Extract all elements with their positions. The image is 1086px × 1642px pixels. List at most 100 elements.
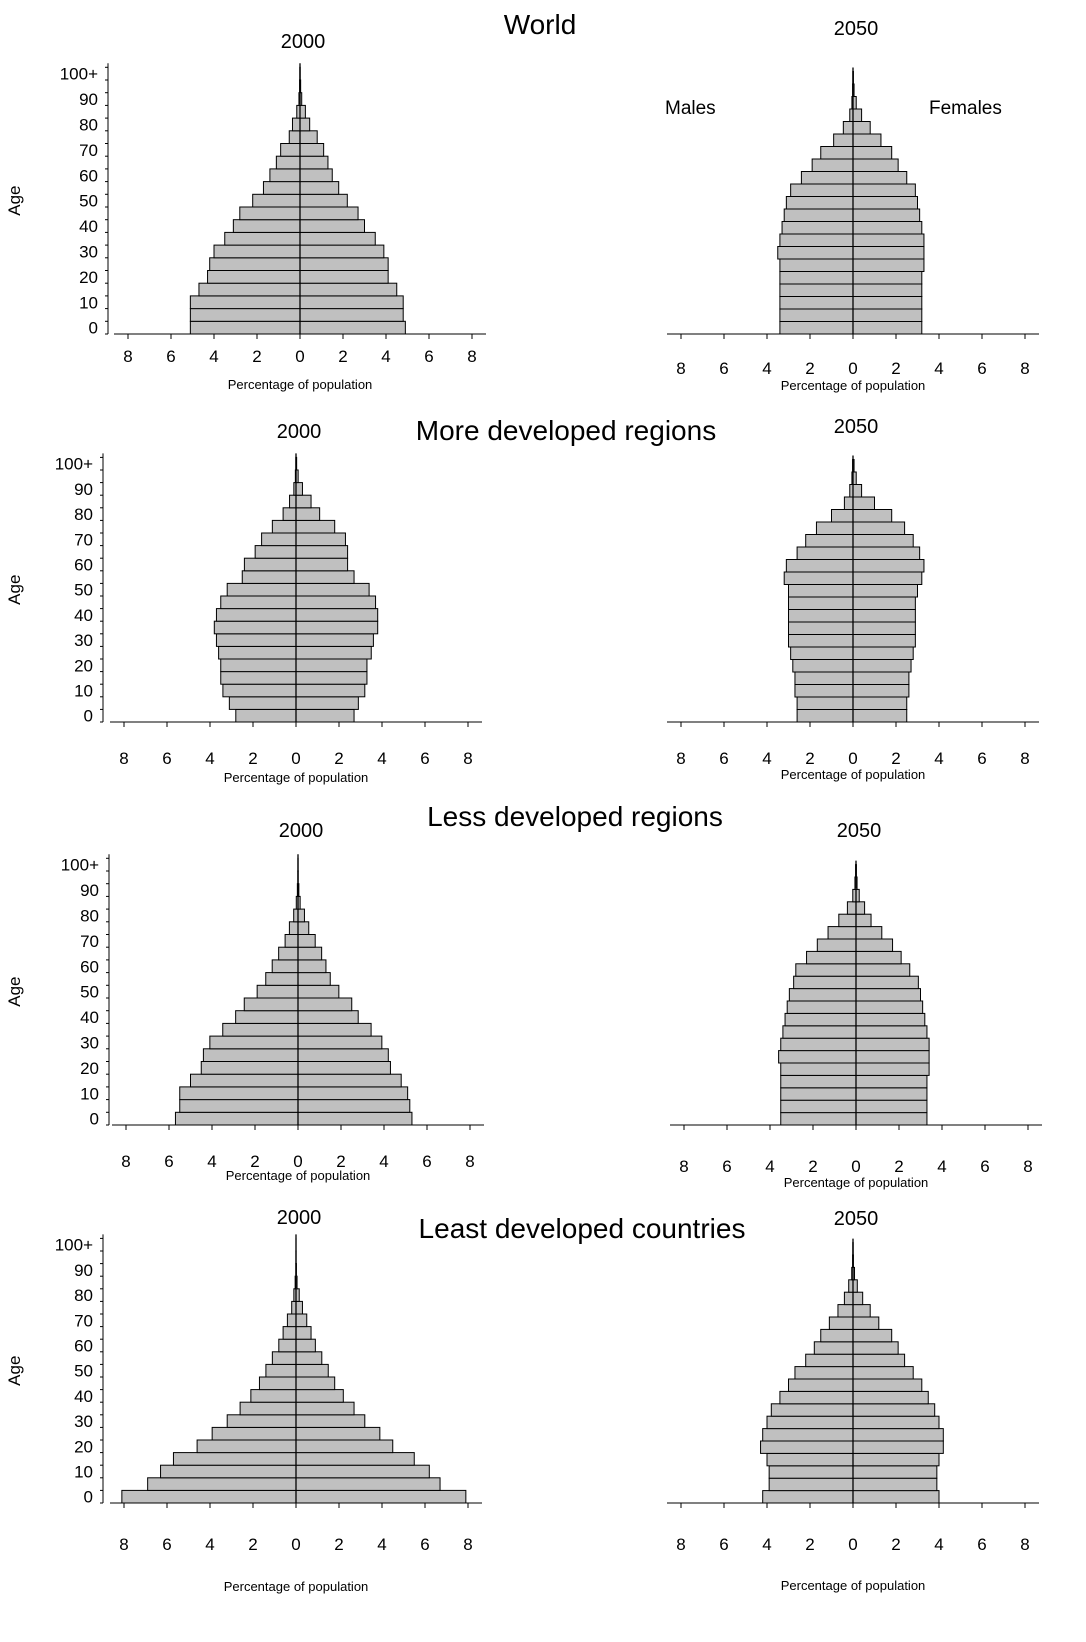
bar-left-age-0-4: [762, 1490, 854, 1504]
bar-left-age-10-14: [179, 1086, 299, 1101]
x-tick-label: 4: [209, 347, 218, 366]
bar-right-age-50-54: [855, 988, 921, 1002]
bar-left-age-35-39: [222, 1022, 299, 1037]
bar-right-age-25-29: [295, 1426, 381, 1441]
bar-left-age-55-59: [265, 972, 299, 986]
bar-right-age-35-39: [297, 1022, 372, 1037]
bar-right-age-5-9: [855, 1099, 928, 1114]
bar-right-age-25-29: [855, 1050, 930, 1064]
x-tick-label: 6: [166, 347, 175, 366]
bars-group: [174, 857, 413, 1126]
bar-left-age-20-24: [207, 270, 301, 284]
bar-right-age-45-49: [852, 1378, 923, 1392]
bar-left-age-75-79: [815, 521, 854, 535]
bar-left-age-5-9: [228, 696, 297, 710]
x-tick-label: 2: [252, 347, 261, 366]
bar-left-age-40-44: [232, 219, 301, 233]
x-tick-label: 4: [934, 1535, 943, 1554]
bars-group: [783, 459, 925, 723]
bar-right-age-25-29: [852, 258, 925, 272]
bar-left-age-15-19: [794, 671, 854, 685]
bar-left-age-50-54: [785, 196, 854, 210]
bar-left-age-0-4: [121, 1489, 297, 1504]
bar-right-age-40-44: [295, 608, 379, 622]
bar-right-age-55-59: [299, 181, 340, 195]
bar-right-age-80-84: [855, 913, 872, 928]
bar-left-age-70-74: [261, 532, 297, 547]
bars-group: [213, 456, 379, 723]
y-tick-label: 20: [79, 268, 98, 287]
bar-right-age-5-9: [852, 1477, 938, 1492]
bar-left-age-15-19: [220, 671, 297, 685]
bar-left-age-25-29: [202, 1048, 299, 1063]
y-tick-label: 80: [79, 115, 98, 134]
bar-left-age-75-79: [837, 1304, 854, 1318]
x-tick-label: 0: [851, 1157, 860, 1176]
bar-right-age-60-64: [299, 168, 333, 183]
x-tick-label: 2: [891, 359, 900, 378]
bar-right-age-85-89: [852, 496, 875, 510]
bar-right-age-70-74: [295, 1313, 308, 1328]
bar-right-age-30-34: [852, 246, 925, 260]
x-tick-label: 8: [123, 347, 132, 366]
bar-right-age-50-54: [852, 584, 918, 598]
bar-left-age-35-39: [788, 621, 854, 635]
bar-left-age-75-79: [827, 926, 857, 940]
bar-left-age-80-84: [291, 117, 301, 132]
bar-left-age-45-49: [788, 596, 854, 610]
bar-right-age-35-39: [852, 621, 916, 635]
bar-right-age-5-9: [295, 1477, 441, 1491]
y-tick-label: 10: [74, 1463, 93, 1482]
bar-left-age-55-59: [793, 975, 857, 990]
bar-left-age-50-54: [265, 1363, 297, 1378]
y-tick-label: 10: [79, 293, 98, 312]
panel-year-label: 2000: [277, 1207, 322, 1229]
pyramid-panel: 8 6 4 2 0 2 4 6 8 Percentage of population 2050: [670, 820, 1042, 1190]
y-tick-label: 100+: [61, 856, 99, 875]
bar-left-age-60-64: [278, 1338, 297, 1353]
y-tick-label: 0: [84, 707, 93, 726]
y-tick-label: 0: [84, 1488, 93, 1507]
x-tick-label: 0: [295, 347, 304, 366]
x-tick-label: 6: [422, 1152, 431, 1171]
bar-left-age-25-29: [211, 1426, 297, 1441]
bar-right-age-40-44: [299, 219, 365, 233]
bar-right-age-60-64: [852, 559, 925, 573]
bar-right-age-65-69: [295, 1326, 312, 1340]
bar-right-age-80-84: [852, 1291, 864, 1306]
bar-right-age-70-74: [852, 534, 914, 548]
bar-left-age-10-14: [160, 1464, 297, 1479]
bar-left-age-80-84: [282, 507, 297, 521]
bar-right-age-15-19: [852, 283, 923, 297]
bar-left-age-25-29: [790, 646, 854, 660]
x-tick-label: 8: [1020, 1535, 1029, 1554]
x-tick-label: 8: [1020, 749, 1029, 768]
bar-left-age-85-89: [843, 496, 854, 510]
bar-right-age-0-4: [297, 1111, 413, 1126]
bar-left-age-35-39: [779, 233, 854, 247]
panel-year-label: 2050: [834, 1208, 879, 1230]
y-tick-label: 20: [74, 1437, 93, 1456]
x-tick-label: 2: [891, 1535, 900, 1554]
x-axis-label: Percentage of population: [781, 767, 926, 782]
bar-right-age-40-44: [295, 1389, 344, 1403]
bar-right-age-30-34: [852, 634, 916, 648]
bar-right-age-5-9: [299, 308, 404, 322]
bar-left-age-15-19: [779, 283, 854, 297]
y-tick-label: 90: [80, 881, 99, 900]
bar-right-age-15-19: [852, 1452, 940, 1467]
bar-right-age-5-9: [295, 696, 359, 710]
bar-left-age-40-44: [779, 1390, 854, 1405]
x-axis-label: Percentage of population: [228, 377, 373, 392]
y-tick-label: 90: [74, 480, 93, 499]
bar-left-age-45-49: [243, 997, 299, 1012]
bar-left-age-75-79: [288, 130, 301, 145]
bar-right-age-50-54: [852, 196, 918, 210]
bar-left-age-50-54: [252, 193, 301, 208]
y-tick-label: 50: [80, 983, 99, 1002]
x-tick-label: 2: [805, 359, 814, 378]
bar-left-age-60-64: [785, 559, 854, 573]
y-tick-label: 100+: [55, 455, 93, 474]
x-tick-label: 6: [977, 1535, 986, 1554]
bars-group: [777, 71, 925, 335]
